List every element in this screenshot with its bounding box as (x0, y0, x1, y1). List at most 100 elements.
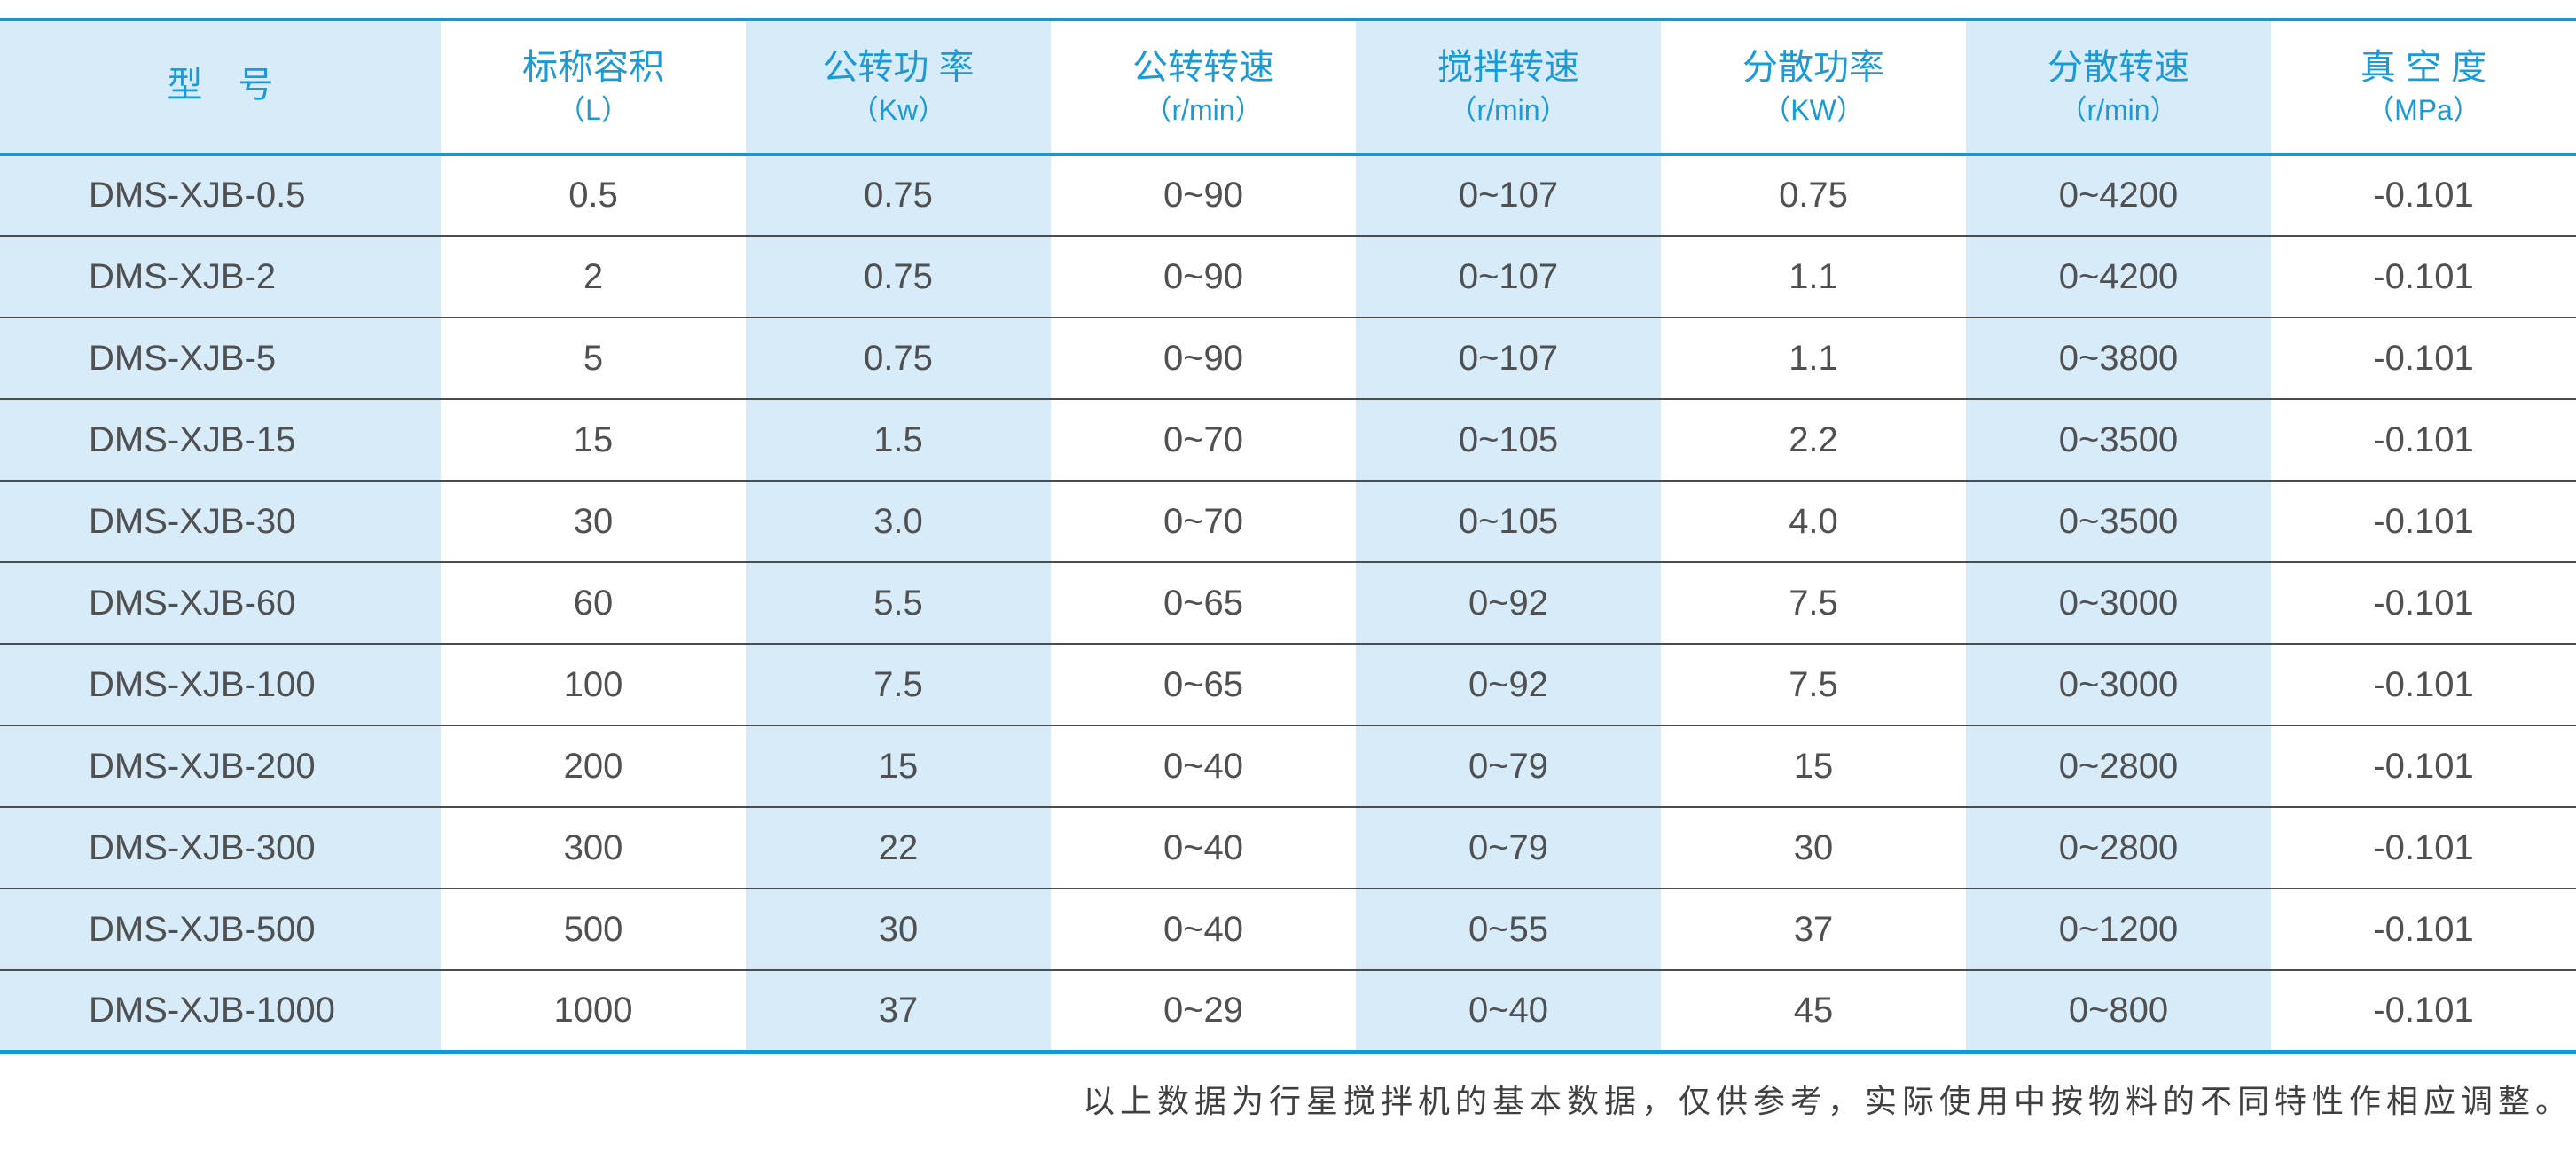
table-row: DMS-XJB-5 5 0.75 0~90 0~107 1.1 0~3800 -… (0, 317, 2576, 399)
dispersion-power-cell: 7.5 (1661, 561, 1966, 644)
model-cell: DMS-XJB-500 (0, 888, 441, 970)
col-header-label: 公转功 率 (822, 48, 975, 87)
col-header-label: 分散功率 (1742, 48, 1884, 87)
dispersion-power-cell: 15 (1661, 725, 1966, 807)
dispersion-power-cell: 1.1 (1661, 235, 1966, 317)
revolution-power-cell: 5.5 (746, 561, 1051, 644)
vacuum-degree-cell: -0.101 (2271, 561, 2576, 644)
nominal-capacity-cell: 30 (441, 480, 746, 562)
revolution-power-cell: 0.75 (746, 154, 1051, 236)
col-header-unit: （r/min） (2058, 94, 2179, 126)
col-header-revolution-speed: 公转转速 （r/min） (1051, 20, 1356, 156)
table-body: DMS-XJB-0.5 0.5 0.75 0~90 0~107 0.75 0~4… (0, 154, 2576, 1052)
nominal-capacity-cell: 15 (441, 398, 746, 481)
col-header-revolution-power: 公转功 率 （Kw） (746, 20, 1051, 156)
nominal-capacity-cell: 60 (441, 561, 746, 644)
vacuum-degree-cell: -0.101 (2271, 888, 2576, 970)
stirring-speed-cell: 0~105 (1356, 480, 1661, 562)
revolution-speed-cell: 0~40 (1051, 725, 1356, 807)
dispersion-speed-cell: 0~2800 (1966, 806, 2271, 889)
col-header-unit: （L） (557, 94, 630, 126)
dispersion-speed-cell: 0~3000 (1966, 643, 2271, 725)
dispersion-speed-cell: 0~4200 (1966, 235, 2271, 317)
stirring-speed-cell: 0~40 (1356, 969, 1661, 1052)
vacuum-degree-cell: -0.101 (2271, 235, 2576, 317)
table-row: DMS-XJB-200 200 15 0~40 0~79 15 0~2800 -… (0, 725, 2576, 807)
model-cell: DMS-XJB-2 (0, 235, 441, 317)
stirring-speed-cell: 0~92 (1356, 561, 1661, 644)
dispersion-speed-cell: 0~800 (1966, 969, 2271, 1052)
vacuum-degree-cell: -0.101 (2271, 806, 2576, 889)
revolution-power-cell: 30 (746, 888, 1051, 970)
col-header-unit: （MPa） (2366, 94, 2481, 126)
revolution-speed-cell: 0~65 (1051, 561, 1356, 644)
dispersion-speed-cell: 0~2800 (1966, 725, 2271, 807)
revolution-speed-cell: 0~40 (1051, 806, 1356, 889)
model-cell: DMS-XJB-5 (0, 317, 441, 399)
revolution-speed-cell: 0~90 (1051, 317, 1356, 399)
nominal-capacity-cell: 5 (441, 317, 746, 399)
col-header-label: 标称容积 (522, 48, 664, 87)
header-row: 型 号 标称容积 （L） 公转功 率 （Kw） 公转转速 （r/min） 搅拌转… (0, 20, 2576, 156)
stirring-speed-cell: 0~107 (1356, 317, 1661, 399)
vacuum-degree-cell: -0.101 (2271, 480, 2576, 562)
col-header-label: 真 空 度 (2360, 48, 2487, 87)
col-header-label: 分散转速 (2047, 48, 2189, 87)
revolution-speed-cell: 0~70 (1051, 480, 1356, 562)
table-row: DMS-XJB-60 60 5.5 0~65 0~92 7.5 0~3000 -… (0, 561, 2576, 644)
model-cell: DMS-XJB-200 (0, 725, 441, 807)
nominal-capacity-cell: 200 (441, 725, 746, 807)
col-header-unit: （Kw） (850, 94, 947, 126)
col-header-unit: （r/min） (1448, 94, 1569, 126)
nominal-capacity-cell: 100 (441, 643, 746, 725)
vacuum-degree-cell: -0.101 (2271, 725, 2576, 807)
revolution-power-cell: 7.5 (746, 643, 1051, 725)
dispersion-power-cell: 4.0 (1661, 480, 1966, 562)
revolution-speed-cell: 0~40 (1051, 888, 1356, 970)
col-header-label: 型 号 (167, 66, 274, 105)
model-cell: DMS-XJB-60 (0, 561, 441, 644)
dispersion-power-cell: 2.2 (1661, 398, 1966, 481)
revolution-power-cell: 0.75 (746, 317, 1051, 399)
vacuum-degree-cell: -0.101 (2271, 398, 2576, 481)
stirring-speed-cell: 0~79 (1356, 725, 1661, 807)
revolution-power-cell: 22 (746, 806, 1051, 889)
model-cell: DMS-XJB-15 (0, 398, 441, 481)
spec-table: 型 号 标称容积 （L） 公转功 率 （Kw） 公转转速 （r/min） 搅拌转… (0, 18, 2576, 1054)
col-header-dispersion-speed: 分散转速 （r/min） (1966, 20, 2271, 156)
revolution-power-cell: 1.5 (746, 398, 1051, 481)
col-header-model: 型 号 (0, 20, 441, 156)
dispersion-speed-cell: 0~3500 (1966, 480, 2271, 562)
revolution-speed-cell: 0~29 (1051, 969, 1356, 1052)
vacuum-degree-cell: -0.101 (2271, 969, 2576, 1052)
revolution-speed-cell: 0~65 (1051, 643, 1356, 725)
vacuum-degree-cell: -0.101 (2271, 154, 2576, 236)
dispersion-power-cell: 30 (1661, 806, 1966, 889)
dispersion-speed-cell: 0~1200 (1966, 888, 2271, 970)
table-row: DMS-XJB-2 2 0.75 0~90 0~107 1.1 0~4200 -… (0, 235, 2576, 317)
table-row: DMS-XJB-100 100 7.5 0~65 0~92 7.5 0~3000… (0, 643, 2576, 725)
revolution-speed-cell: 0~90 (1051, 154, 1356, 236)
nominal-capacity-cell: 0.5 (441, 154, 746, 236)
model-cell: DMS-XJB-100 (0, 643, 441, 725)
dispersion-power-cell: 37 (1661, 888, 1966, 970)
revolution-power-cell: 15 (746, 725, 1051, 807)
revolution-speed-cell: 0~70 (1051, 398, 1356, 481)
vacuum-degree-cell: -0.101 (2271, 317, 2576, 399)
revolution-speed-cell: 0~90 (1051, 235, 1356, 317)
nominal-capacity-cell: 1000 (441, 969, 746, 1052)
stirring-speed-cell: 0~55 (1356, 888, 1661, 970)
col-header-dispersion-power: 分散功率 （KW） (1661, 20, 1966, 156)
dispersion-power-cell: 0.75 (1661, 154, 1966, 236)
model-cell: DMS-XJB-1000 (0, 969, 441, 1052)
model-cell: DMS-XJB-300 (0, 806, 441, 889)
dispersion-speed-cell: 0~4200 (1966, 154, 2271, 236)
dispersion-speed-cell: 0~3000 (1966, 561, 2271, 644)
col-header-nominal-capacity: 标称容积 （L） (441, 20, 746, 156)
stirring-speed-cell: 0~92 (1356, 643, 1661, 725)
vacuum-degree-cell: -0.101 (2271, 643, 2576, 725)
table-row: DMS-XJB-1000 1000 37 0~29 0~40 45 0~800 … (0, 969, 2576, 1052)
col-header-label: 公转转速 (1132, 48, 1274, 87)
dispersion-speed-cell: 0~3500 (1966, 398, 2271, 481)
nominal-capacity-cell: 500 (441, 888, 746, 970)
